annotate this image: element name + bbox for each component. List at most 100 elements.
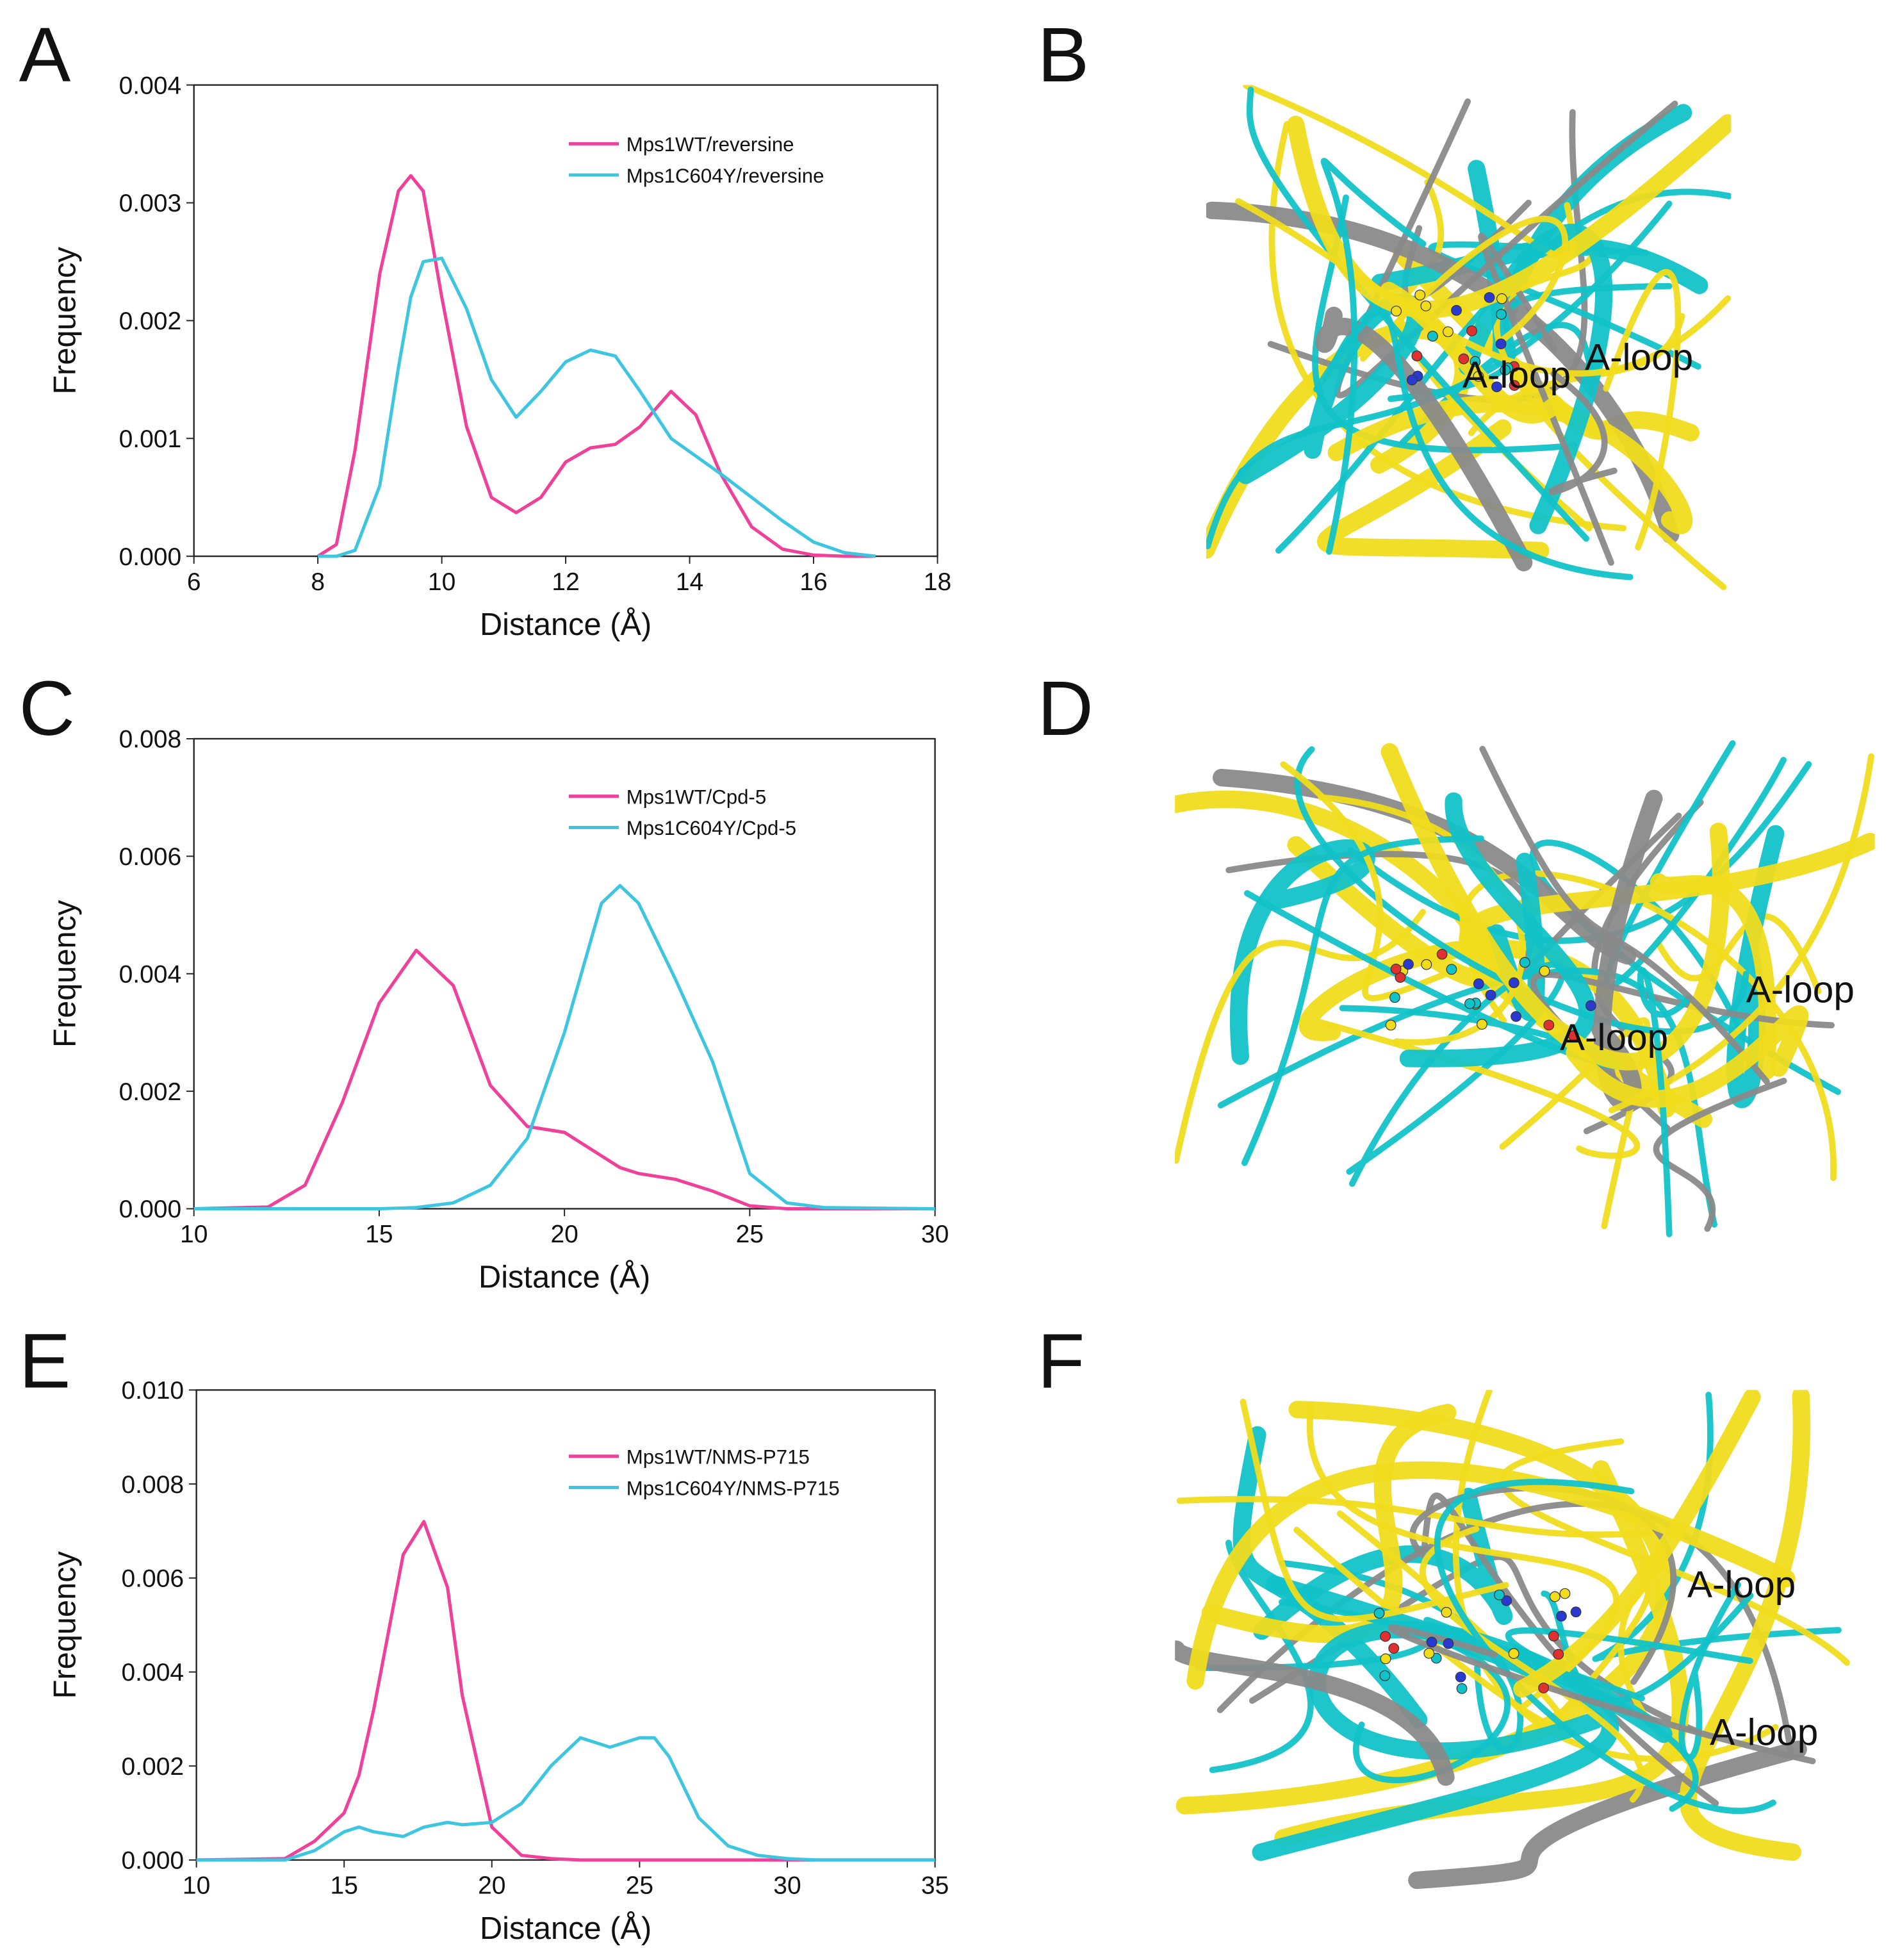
x-tick-label: 25	[626, 1872, 653, 1900]
structure-image	[1206, 85, 1732, 590]
ligand-atom	[1508, 977, 1519, 989]
structure-image	[1175, 740, 1875, 1237]
structure-label: A-loop	[1462, 354, 1571, 396]
y-tick-label: 0.006	[119, 843, 182, 871]
y-tick-label: 0.004	[119, 72, 182, 99]
ligand-atom	[1458, 353, 1470, 365]
ligand-atom	[1484, 292, 1495, 303]
ligand-atom	[1436, 948, 1448, 960]
ribbon	[1498, 1438, 1850, 1666]
panel-label: D	[1038, 665, 1093, 752]
y-axis-title: Frequency	[47, 1551, 82, 1699]
ligand-atom	[1391, 306, 1402, 317]
series-line	[316, 174, 876, 558]
ligand-atom	[1451, 305, 1462, 316]
x-tick-label: 6	[187, 568, 201, 596]
ribbon	[1459, 870, 1837, 1182]
ribbon	[1347, 761, 1812, 944]
panel-label: A	[19, 12, 71, 98]
structure-label: A-loop	[1710, 1711, 1818, 1753]
ligand-atom	[1568, 1030, 1579, 1041]
structure-label: A-loop	[1746, 969, 1855, 1011]
ribbon	[1241, 835, 1484, 1166]
ligand-atom	[1390, 963, 1402, 975]
ribbon	[1399, 792, 1597, 1067]
structure-label: A-loop	[1687, 1564, 1796, 1606]
ligand-atom	[1553, 1649, 1564, 1660]
ribbon	[1479, 746, 1770, 1085]
plot-frame	[193, 84, 938, 557]
series-line	[318, 256, 876, 558]
ribbon	[1380, 743, 1730, 1071]
y-tick-label: 0.000	[119, 1196, 182, 1223]
ribbon	[1315, 306, 1533, 572]
ligand-atom	[1496, 309, 1507, 320]
legend-label: Mps1WT/reversine	[627, 133, 794, 156]
structure-label: A-loop	[1560, 1017, 1668, 1058]
ligand-atom	[1549, 1591, 1560, 1602]
ligand-atom	[1388, 1643, 1400, 1654]
ligand-atom	[1556, 1610, 1567, 1622]
ribbon	[1246, 86, 1590, 542]
ribbon	[1608, 753, 1874, 1114]
panel-label: B	[1038, 12, 1090, 98]
y-tick-label: 0.001	[119, 425, 182, 453]
x-tick-label: 25	[736, 1221, 764, 1248]
ligand-atom	[1464, 998, 1475, 1009]
ligand-atom	[1485, 989, 1496, 1001]
ligand-atom	[1446, 964, 1457, 975]
ribbon	[1513, 1390, 1761, 1698]
ribbon	[1240, 1398, 1509, 1622]
ligand-atom	[1421, 959, 1432, 970]
ribbon	[1249, 1553, 1698, 1734]
ligand-atom	[1508, 1648, 1519, 1659]
ligand-atom	[1466, 325, 1477, 336]
x-axis-title: Distance (Å)	[480, 607, 651, 642]
ribbon	[1230, 839, 1375, 1065]
ribbon	[1327, 395, 1693, 534]
ligand-atom	[1509, 380, 1520, 391]
structure-label: A-loop	[1585, 336, 1693, 378]
panel-label: E	[19, 1317, 71, 1404]
x-tick-label: 35	[921, 1872, 949, 1900]
ribbon	[1548, 370, 1617, 495]
ligand-atom	[1443, 326, 1454, 338]
ribbon	[1286, 114, 1732, 318]
ribbon	[1334, 98, 1678, 399]
ribbon	[1637, 967, 1692, 1237]
ribbon	[1408, 1740, 1807, 1890]
ribbon	[1201, 1403, 1457, 1643]
ligand-atom	[1539, 966, 1550, 976]
y-tick-label: 0.002	[121, 1753, 184, 1781]
ligand-atom	[1414, 290, 1426, 301]
y-tick-label: 0.002	[119, 1078, 182, 1106]
ligand-atom	[1427, 331, 1438, 342]
ligand-atom	[1548, 1631, 1559, 1642]
x-tick-label: 10	[428, 568, 455, 596]
y-axis-title: Frequency	[47, 247, 82, 395]
ligand-atom	[1494, 1589, 1505, 1601]
series-line	[196, 1520, 935, 1862]
y-tick-label: 0.003	[119, 190, 182, 217]
ligand-atom	[1501, 1595, 1512, 1606]
ligand-atom	[1395, 972, 1406, 983]
ligand-atom	[1496, 293, 1507, 304]
ligand-atom	[1373, 1608, 1385, 1619]
y-tick-label: 0.004	[121, 1659, 184, 1686]
ligand-atom	[1455, 1671, 1466, 1683]
ribbon	[1359, 215, 1568, 362]
x-tick-label: 16	[799, 568, 827, 596]
legend-label: Mps1WT/NMS-P715	[627, 1445, 810, 1468]
series-line	[193, 948, 935, 1211]
ligand-atom	[1420, 301, 1432, 311]
x-axis-title: Distance (Å)	[480, 1911, 651, 1946]
ligand-atom	[1473, 978, 1484, 989]
y-tick-label: 0.000	[119, 543, 182, 571]
ligand-atom	[1443, 1638, 1454, 1649]
y-axis-title: Frequency	[47, 900, 82, 1048]
legend-label: Mps1C604Y/reversine	[627, 165, 824, 187]
ligand-atom	[1570, 1606, 1582, 1618]
ligand-atom	[1389, 992, 1400, 1003]
ligand-atom	[1543, 1019, 1555, 1031]
ribbon	[1388, 1624, 1816, 1765]
